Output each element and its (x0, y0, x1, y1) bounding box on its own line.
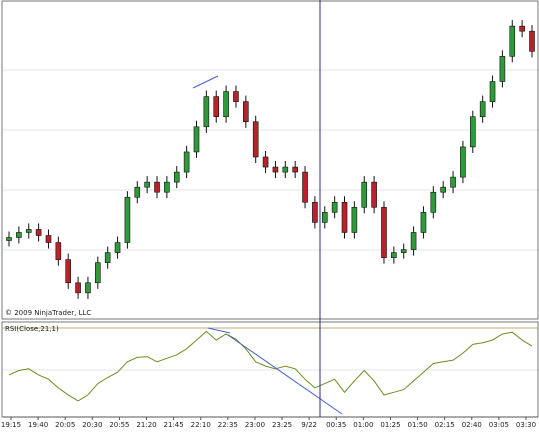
candle-body (243, 101, 249, 123)
x-tick-label: 22:35 (218, 421, 238, 429)
x-tick-label: 19:15 (1, 421, 21, 429)
rsi-title: RSI(Close,21,1) (5, 325, 59, 333)
x-tick-label: 00:35 (326, 421, 346, 429)
watermark: © 2009 NinjaTrader, LLC (5, 309, 91, 317)
candle-body (529, 30, 535, 52)
candle-body (55, 242, 62, 260)
candle-body (6, 237, 12, 241)
x-tick-label: 22:10 (191, 421, 211, 429)
candle-body (104, 252, 111, 263)
candle-body (400, 249, 407, 253)
candle-body (272, 166, 279, 173)
x-tick-label: 21:20 (136, 421, 156, 429)
candle-body (361, 181, 368, 208)
candle-body (312, 201, 318, 223)
x-tick-label: 9/22 (301, 421, 317, 429)
grid (3, 69, 539, 371)
trend-line (227, 334, 343, 415)
candle-body (65, 259, 72, 284)
candle-body (262, 156, 269, 168)
x-tick-label: 02:40 (462, 421, 482, 429)
x-tick-label: 01:50 (407, 421, 427, 429)
candle-body (35, 229, 42, 236)
candle-body (75, 282, 81, 294)
candle-body (173, 171, 180, 183)
candle-body (321, 212, 328, 223)
candle-body (223, 91, 229, 118)
candle-body (469, 116, 476, 148)
marks: 19:15 19:40 20:05 20:30 20:55 21:20 21:45 22:10… (1, 20, 536, 429)
candle-body (114, 242, 121, 253)
candle-body (16, 232, 22, 238)
candle-body (302, 171, 308, 203)
candle-body (331, 201, 338, 213)
x-tick-label: 21:45 (164, 421, 184, 429)
candle-body (203, 96, 210, 128)
trend-line (207, 327, 231, 334)
trend-line (192, 75, 219, 89)
candle-body (134, 186, 141, 198)
candle-body (499, 56, 506, 82)
x-tick-label: 19:40 (28, 421, 48, 429)
candle-body (154, 181, 160, 193)
candle-body (25, 229, 32, 233)
price-panel (1, 0, 539, 320)
x-tick-label: 20:05 (55, 421, 75, 429)
candle-body (164, 181, 170, 193)
candle-body (519, 25, 525, 32)
candle-body (391, 252, 397, 258)
rsi-line (8, 330, 533, 402)
candle-body (144, 181, 150, 188)
x-tick-label: 20:30 (82, 421, 102, 429)
candle-body (124, 196, 131, 243)
x-tick-label: 23:25 (272, 421, 292, 429)
candle-body (213, 96, 220, 118)
candle-body (85, 282, 91, 294)
candle-body (282, 166, 289, 173)
candle-body (233, 91, 239, 102)
candle-body (460, 146, 466, 178)
candle-body (292, 166, 298, 173)
candle-body (45, 235, 52, 243)
candle-body (479, 101, 486, 118)
x-tick-label: 20:55 (109, 421, 129, 429)
candle-body (351, 207, 358, 233)
candle-body (509, 25, 516, 57)
candle-body (183, 151, 190, 173)
x-tick-label: 01:00 (353, 421, 373, 429)
candle-body (410, 232, 417, 250)
candle-body (440, 186, 446, 193)
candle-body (489, 81, 496, 102)
candle-body (420, 212, 427, 233)
candle-body (381, 207, 387, 258)
x-tick-label: 03:05 (489, 421, 509, 429)
candle-body (252, 121, 259, 158)
x-tick-label: 01:25 (380, 421, 400, 429)
x-tick-label: 02:15 (435, 421, 455, 429)
candle-body (371, 181, 377, 208)
candle-body (430, 191, 437, 213)
candle-body (193, 126, 200, 153)
x-tick-label: 03:30 (516, 421, 536, 429)
x-tick-label: 23:00 (245, 421, 265, 429)
candle-body (341, 201, 348, 233)
candle-body (450, 176, 456, 188)
candle-body (95, 262, 101, 284)
